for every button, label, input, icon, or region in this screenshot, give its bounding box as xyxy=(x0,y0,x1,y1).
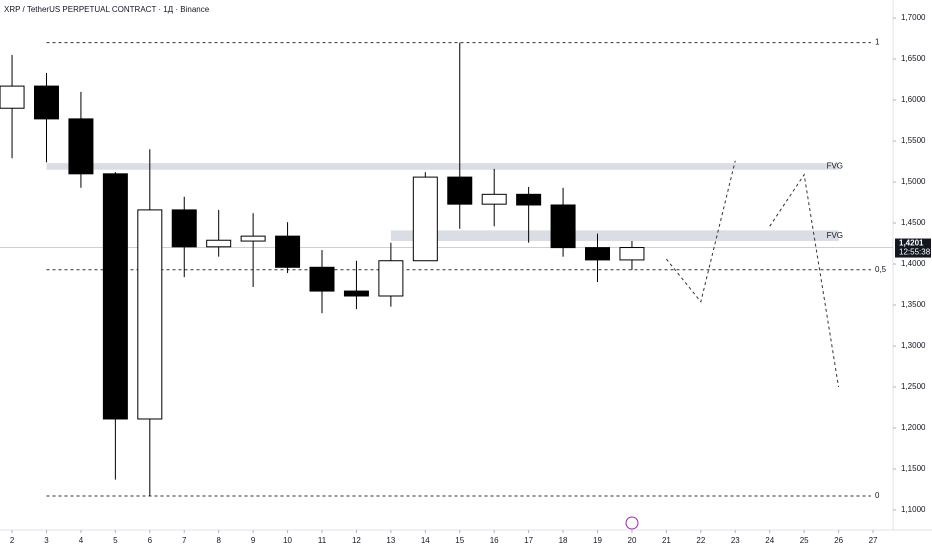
candle-body xyxy=(412,176,438,262)
x-tick-label: 24 xyxy=(765,536,774,545)
y-tick-label: 1,5500 xyxy=(901,136,926,145)
candle-body xyxy=(275,235,301,268)
x-tick-label: 3 xyxy=(44,536,49,545)
candle-body xyxy=(619,247,645,261)
candle-body xyxy=(68,118,94,175)
x-tick-label: 12 xyxy=(352,536,361,545)
candle-body xyxy=(481,193,507,205)
projection-path xyxy=(769,173,840,388)
x-tick-label: 13 xyxy=(386,536,395,545)
x-tick-label: 10 xyxy=(283,536,292,545)
x-tick-label: 11 xyxy=(318,536,327,545)
x-tick-label: 6 xyxy=(148,536,153,545)
x-tick-label: 20 xyxy=(628,536,637,545)
y-tick-label: 1,6500 xyxy=(901,54,926,63)
x-tick-label: 4 xyxy=(79,536,84,545)
x-tick-label: 8 xyxy=(216,536,221,545)
candle-body xyxy=(378,260,404,297)
fib-label: 0,5 xyxy=(875,265,887,274)
y-tick-label: 1,4500 xyxy=(901,218,926,227)
y-tick-label: 1,3000 xyxy=(901,341,926,350)
last-price-label: 1,4201 xyxy=(899,239,924,248)
y-tick-label: 1,5000 xyxy=(901,177,926,186)
y-tick-label: 1,4000 xyxy=(901,259,926,268)
fvg-zone xyxy=(46,163,839,170)
x-tick-label: 16 xyxy=(490,536,499,545)
x-tick-label: 7 xyxy=(182,536,187,545)
candle-body xyxy=(240,235,266,242)
candle-body xyxy=(309,266,335,292)
fib-label: 0 xyxy=(875,491,880,500)
x-tick-label: 19 xyxy=(593,536,602,545)
x-tick-label: 17 xyxy=(524,536,533,545)
y-tick-label: 1,1500 xyxy=(901,464,926,473)
fvg-label: FVG xyxy=(827,231,843,240)
x-tick-label: 26 xyxy=(834,536,843,545)
candle-body xyxy=(102,173,128,420)
x-tick-label: 22 xyxy=(696,536,705,545)
candle-body xyxy=(550,204,576,249)
y-tick-label: 1,2500 xyxy=(901,382,926,391)
last-price-tag xyxy=(895,238,931,258)
candle-body xyxy=(0,85,25,109)
candle-body xyxy=(33,85,59,120)
x-tick-label: 9 xyxy=(251,536,256,545)
event-icon[interactable] xyxy=(625,516,639,530)
candle-body xyxy=(343,290,369,297)
countdown-label: 12:55:38 xyxy=(899,248,931,257)
projection-path xyxy=(666,160,736,303)
x-tick-label: 5 xyxy=(113,536,118,545)
chart-title: XRP / TetherUS PERPETUAL CONTRACT · 1Д ·… xyxy=(4,5,210,14)
fib-label: 1 xyxy=(875,38,880,47)
fvg-zone xyxy=(390,230,839,242)
y-tick-label: 1,2000 xyxy=(901,423,926,432)
x-tick-label: 18 xyxy=(559,536,568,545)
candle-body xyxy=(447,176,473,205)
x-tick-label: 15 xyxy=(455,536,464,545)
y-tick-label: 1,3500 xyxy=(901,300,926,309)
candle-body xyxy=(206,239,232,248)
candle-body xyxy=(171,209,197,248)
x-tick-label: 2 xyxy=(10,536,15,545)
x-tick-label: 14 xyxy=(421,536,430,545)
y-tick-label: 1,6000 xyxy=(901,95,926,104)
x-tick-label: 21 xyxy=(662,536,671,545)
x-tick-label: 23 xyxy=(731,536,740,545)
candle-body xyxy=(137,209,163,420)
x-tick-label: 27 xyxy=(869,536,878,545)
x-tick-label: 25 xyxy=(800,536,809,545)
y-tick-label: 1,1000 xyxy=(901,505,926,514)
candle-body xyxy=(516,193,542,206)
candle-body xyxy=(585,247,611,261)
y-tick-label: 1,7000 xyxy=(901,13,926,22)
fvg-label: FVG xyxy=(827,162,843,171)
